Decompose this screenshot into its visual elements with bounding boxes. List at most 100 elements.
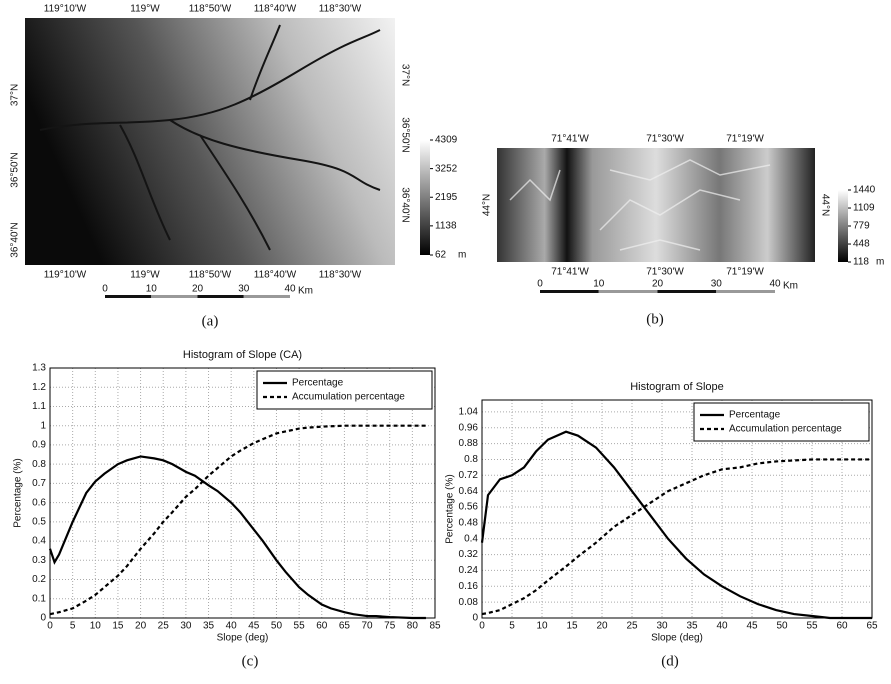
data-line — [48, 455, 426, 620]
y-tick-label: 0.1 — [32, 593, 46, 604]
x-tick-label: 10 — [536, 621, 548, 632]
data-line — [480, 430, 872, 620]
legend-label: Accumulation percentage — [292, 392, 405, 403]
scale-unit: Km — [298, 286, 313, 297]
lat-label: 36°50'N — [10, 152, 21, 187]
caption: (d) — [661, 653, 679, 669]
legend-label: Accumulation percentage — [729, 424, 842, 435]
y-tick-label: 0.8 — [32, 459, 46, 470]
legend-box — [693, 402, 870, 442]
x-tick-label: 25 — [626, 621, 638, 632]
scale-label: 20 — [652, 279, 664, 290]
scale-label: 10 — [593, 279, 605, 290]
x-tick-label: 20 — [135, 621, 147, 632]
lat-label: 44°N — [482, 194, 493, 216]
y-tick-label: 1.3 — [32, 363, 46, 374]
scale-segment — [151, 295, 198, 298]
scale-segment — [105, 295, 152, 298]
y-tick-label: 0.6 — [32, 497, 46, 508]
x-tick-label: 10 — [90, 621, 102, 632]
y-tick-label: 0.24 — [459, 565, 479, 576]
lon-label: 71°30'W — [646, 134, 684, 145]
x-tick-label: 50 — [776, 621, 788, 632]
y-tick-label: 1.04 — [459, 407, 479, 418]
scale-label: 0 — [102, 284, 108, 295]
x-tick-label: 5 — [509, 621, 515, 632]
x-tick-label: 55 — [294, 621, 306, 632]
colorbar-label: 2195 — [435, 192, 458, 203]
lon-label: 71°41'W — [551, 134, 589, 145]
x-tick-label: 15 — [566, 621, 578, 632]
scale-label: 30 — [238, 284, 250, 295]
lat-label: 44°N — [819, 194, 830, 216]
scale-unit: Km — [783, 281, 798, 292]
x-tick-label: 65 — [339, 621, 351, 632]
y-tick-label: 1.1 — [32, 401, 46, 412]
caption: (b) — [646, 311, 664, 327]
y-tick-label: 1.2 — [32, 382, 46, 393]
x-tick-label: 0 — [479, 621, 485, 632]
lon-label: 71°41'W — [551, 267, 589, 278]
y-tick-label: 0.64 — [459, 486, 479, 497]
lat-label: 37°N — [399, 64, 410, 86]
y-tick-label: 0 — [472, 613, 478, 624]
y-tick-label: 0.96 — [459, 422, 479, 433]
x-tick-label: 15 — [112, 621, 124, 632]
scale-label: 10 — [146, 284, 158, 295]
scale-segment — [540, 290, 599, 293]
colorbar — [420, 140, 430, 255]
y-tick-label: 0.32 — [459, 549, 479, 560]
x-tick-label: 45 — [746, 621, 758, 632]
y-tick-label: 0.88 — [459, 438, 479, 449]
y-tick-label: 0.7 — [32, 478, 46, 489]
data-line — [481, 458, 872, 616]
y-tick-label: 0.8 — [464, 454, 478, 465]
lon-label: 71°30'W — [646, 267, 684, 278]
y-tick-label: 0.3 — [32, 555, 46, 566]
caption: (c) — [242, 653, 259, 669]
y-tick-label: 0.16 — [459, 581, 479, 592]
lon-label: 71°19'W — [726, 134, 764, 145]
x-tick-label: 80 — [407, 621, 419, 632]
x-tick-label: 40 — [716, 621, 728, 632]
scale-segment — [716, 290, 775, 293]
x-tick-label: 0 — [47, 621, 53, 632]
lat-label: 36°40'N — [10, 222, 21, 257]
lon-label: 118°40'W — [254, 4, 297, 15]
x-axis-label: Slope (deg) — [217, 633, 269, 644]
chart-title: Histogram of Slope (CA) — [183, 349, 302, 361]
x-tick-label: 25 — [158, 621, 170, 632]
x-tick-label: 60 — [836, 621, 848, 632]
legend-label: Percentage — [729, 410, 781, 421]
lon-label: 119°W — [130, 4, 160, 15]
x-tick-label: 65 — [866, 621, 878, 632]
colorbar-unit: m — [458, 250, 466, 261]
x-tick-label: 75 — [384, 621, 396, 632]
x-tick-label: 50 — [271, 621, 283, 632]
scale-segment — [598, 290, 658, 293]
y-tick-label: 1 — [40, 420, 46, 431]
lon-label: 118°30'W — [319, 270, 362, 281]
lon-label: 118°50'W — [189, 4, 232, 15]
colorbar-label: 779 — [853, 221, 870, 232]
lon-label: 118°30'W — [319, 4, 362, 15]
caption: (a) — [202, 313, 219, 329]
x-tick-label: 5 — [70, 621, 76, 632]
colorbar-label: 1440 — [853, 185, 876, 196]
plot-frame — [49, 367, 436, 619]
scale-label: 40 — [284, 284, 296, 295]
scale-segment — [657, 290, 717, 293]
y-tick-label: 0.2 — [32, 574, 46, 585]
lon-label: 71°19'W — [726, 267, 764, 278]
y-tick-label: 0.4 — [32, 536, 46, 547]
legend-label: Percentage — [292, 378, 344, 389]
x-axis-label: Slope (deg) — [651, 633, 703, 644]
lon-label: 119°10'W — [44, 4, 87, 15]
colorbar-label: 4309 — [435, 135, 458, 146]
colorbar-label: 1109 — [853, 203, 875, 214]
data-line — [49, 424, 426, 616]
y-tick-label: 0.56 — [459, 502, 479, 513]
y-tick-label: 0.48 — [459, 518, 479, 529]
colorbar-label: 118 — [853, 257, 869, 268]
x-tick-label: 40 — [226, 621, 238, 632]
